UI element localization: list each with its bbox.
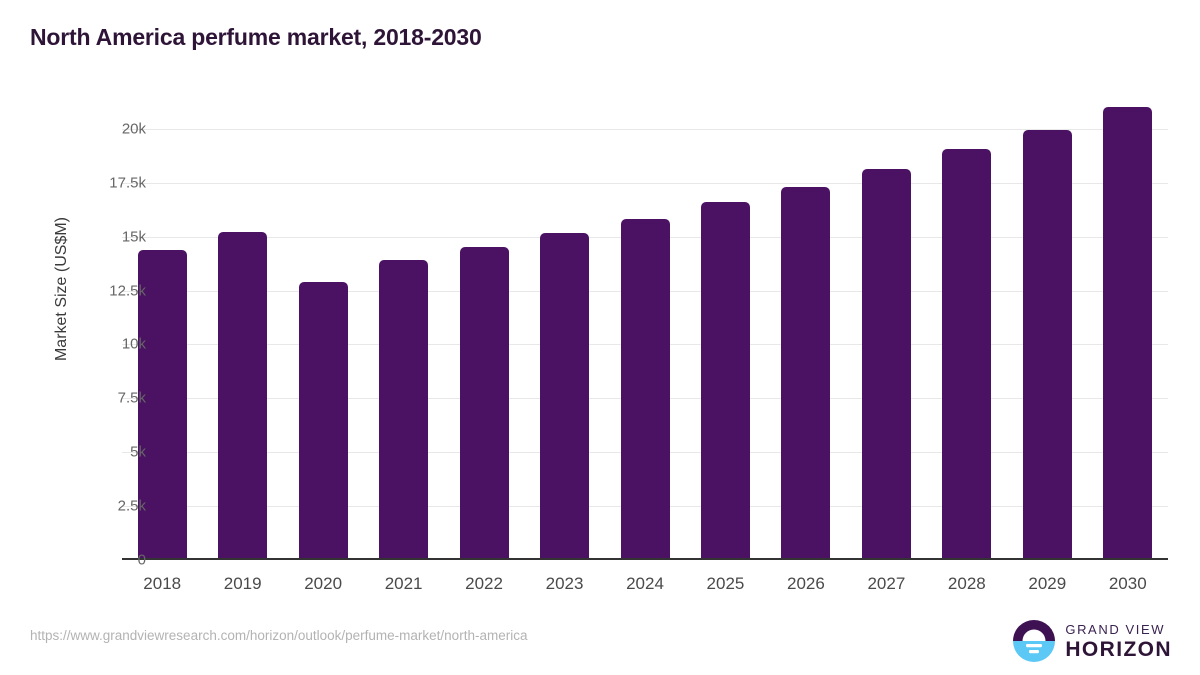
bar-2021[interactable] — [379, 260, 429, 560]
bar-2030[interactable] — [1103, 107, 1153, 560]
bar-2028[interactable] — [942, 149, 992, 560]
logo-line-2: HORIZON — [1065, 637, 1172, 661]
x-tick-label-2019: 2019 — [223, 574, 262, 593]
bar-2027[interactable] — [861, 168, 911, 560]
x-tick-label-2021: 2021 — [384, 574, 423, 593]
y-tick-label: 17.5k — [109, 174, 146, 192]
bar-2023[interactable] — [540, 233, 590, 560]
source-url[interactable]: https://www.grandviewresearch.com/horizo… — [30, 628, 528, 643]
x-tick-label-2026: 2026 — [787, 574, 825, 593]
bar-2029[interactable] — [1022, 129, 1072, 560]
x-tick-label-2029: 2029 — [1028, 574, 1067, 593]
bar-2022[interactable] — [459, 247, 509, 560]
y-tick-label: 7.5k — [117, 389, 146, 407]
bar-2020[interactable] — [298, 281, 348, 560]
x-tick-label-2018: 2018 — [143, 574, 182, 593]
logo-text: GRAND VIEW HORIZON — [1065, 623, 1172, 660]
y-tick-label: 12.5k — [109, 282, 146, 299]
y-tick-label: 0 — [137, 551, 146, 569]
x-tick-label-2027: 2027 — [867, 574, 906, 593]
bar-2019[interactable] — [218, 232, 268, 560]
horizon-circle-icon — [1013, 620, 1056, 662]
y-tick-label: 10k — [121, 335, 146, 353]
logo-line-1: GRAND VIEW — [1065, 621, 1166, 637]
x-tick-label-2025: 2025 — [706, 574, 745, 593]
x-tick-label-2030: 2030 — [1108, 574, 1147, 593]
bar-2026[interactable] — [781, 187, 831, 560]
page-title: North America perfume market, 2018-2030 — [30, 24, 482, 50]
y-tick-label: 2.5k — [117, 497, 146, 515]
y-tick-label: 5k — [130, 443, 146, 461]
x-tick-label-2022: 2022 — [465, 574, 503, 593]
gridline — [122, 182, 1168, 184]
bars-layer — [122, 90, 1168, 560]
x-tick-label-2024: 2024 — [626, 574, 664, 593]
y-tick-label: 20k — [121, 120, 146, 138]
x-tick-label-2020: 2020 — [304, 574, 343, 593]
x-tick-label-2028: 2028 — [947, 574, 986, 593]
x-tick-label-2023: 2023 — [545, 574, 584, 593]
gridline — [122, 128, 1168, 130]
y-tick-label: 15k — [121, 228, 146, 246]
plot-area — [122, 90, 1168, 560]
x-axis-line — [122, 558, 1168, 560]
bar-2025[interactable] — [700, 202, 750, 560]
brand-logo[interactable]: GRAND VIEW HORIZON — [1012, 618, 1172, 664]
chart-plot-wrapper: Market Size (US$M) 0 2.5k 5k 7.5k 10k 12.5k 15… — [53, 90, 1168, 593]
bar-2018[interactable] — [137, 249, 187, 560]
bar-2024[interactable] — [620, 219, 670, 560]
